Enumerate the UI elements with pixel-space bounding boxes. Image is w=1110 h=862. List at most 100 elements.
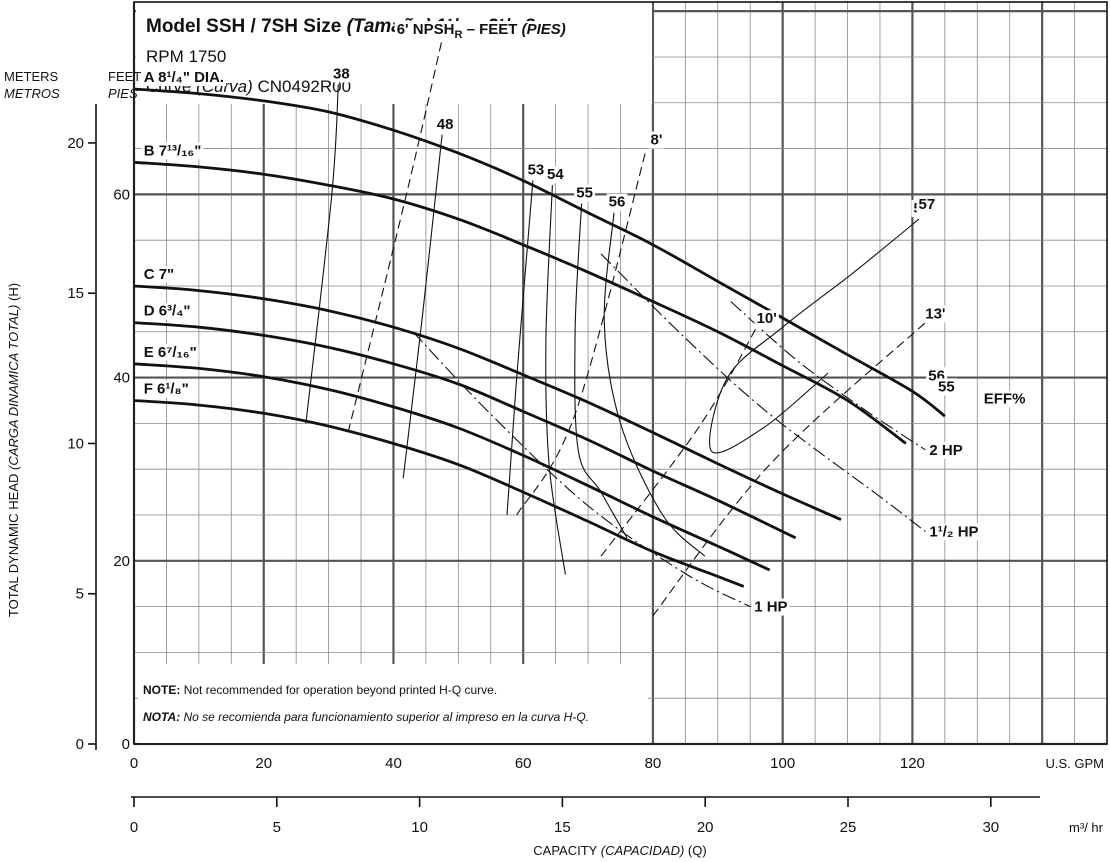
impeller-label-bg (141, 380, 191, 398)
gpm-tick-label: 100 (770, 755, 795, 772)
impeller-curve (133, 284, 842, 521)
hp-label: 1¹/₂ HP (929, 523, 978, 540)
eff-marker-label: 55 (938, 378, 955, 395)
hp-label: 2 HP (929, 442, 962, 459)
curve-labels: A 8¹/₄" DIA. B 7¹³/₁₆" C 7" D 6³/₄" E 6⁷/₁₆"… (141, 21, 1028, 616)
efficiency-label-bg (434, 115, 456, 133)
hp-curves (412, 253, 926, 608)
meters-tick-label: 5 (76, 586, 84, 603)
efficiency-label-bg (525, 161, 547, 179)
gpm-unit: U.S. GPM (1045, 756, 1104, 771)
impeller-label: E 6⁷/₁₆" (144, 344, 197, 361)
note-en: NOTE: Not recommended for operation beyo… (143, 683, 497, 697)
efficiency-curve (506, 180, 534, 516)
npsh-marker-bg (923, 305, 948, 323)
meters-axis-title-es: METROS (4, 86, 60, 101)
m3h-unit: m³/ hr (1069, 820, 1104, 835)
meters-tick-label: 0 (76, 736, 84, 753)
gpm-tick-label: 0 (130, 755, 138, 772)
impeller-curves (133, 87, 946, 588)
npsh-curve (600, 326, 758, 557)
gpm-tick-label: 80 (645, 755, 662, 772)
eff-marker-label-bg (916, 196, 938, 214)
feet-tick-label: 20 (113, 553, 130, 570)
m3h-tick-label: 0 (130, 819, 138, 836)
hp-curve (600, 253, 926, 532)
impeller-label: C 7" (144, 266, 174, 283)
hp-label-bg (927, 523, 981, 541)
efficiency-curve (709, 218, 920, 454)
impeller-curve (133, 362, 771, 572)
meters-tick-label: 15 (67, 285, 84, 302)
npsh-marker: 8' (650, 132, 662, 149)
impeller-label: B 7¹³/₁₆" (144, 142, 202, 159)
npsh-curves (347, 24, 926, 617)
impeller-curve (133, 87, 946, 418)
efficiency-label: 38 (333, 65, 350, 82)
efficiency-curve (305, 84, 339, 424)
hp-label-bg (752, 598, 790, 616)
npsh-title-bg (394, 21, 568, 42)
gpm-tick-label: 40 (385, 755, 402, 772)
impeller-curve (133, 321, 797, 540)
m3h-tick-label: 15 (554, 819, 571, 836)
feet-axis-title: FEET (108, 69, 141, 84)
npsh-marker: 10' (757, 310, 777, 327)
x-axis-title: CAPACITY (CAPACIDAD) (Q) (533, 843, 706, 858)
feet-axis-title-es: PIES (108, 86, 138, 101)
eff-percent-label: EFF% (984, 390, 1026, 407)
rpm-label: RPM 1750 (146, 47, 226, 66)
m3h-tick-label: 30 (982, 819, 999, 836)
efficiency-label: 55 (576, 185, 593, 202)
efficiency-label-bg (574, 184, 595, 202)
note-box: NOTE: Not recommended for operation beyo… (138, 664, 648, 743)
y-axis-title: TOTAL DYNAMIC HEAD (CARGA DINAMICA TOTAL… (6, 283, 21, 617)
hp-label: 1 HP (754, 599, 787, 616)
efficiency-curve (402, 134, 443, 479)
efficiency-label: 56 (609, 194, 626, 211)
impeller-label: A 8¹/₄" DIA. (144, 69, 224, 86)
impeller-label: F 6¹/₈" (144, 380, 189, 397)
m3h-tick-label: 20 (697, 819, 714, 836)
m3h-axis: 0 5 10 15 20 25 30 (130, 796, 1040, 836)
npsh-marker-bg (648, 131, 665, 149)
npsh-curve (347, 24, 446, 433)
npsh-marker-bg (754, 310, 779, 328)
impeller-label-bg (141, 265, 177, 283)
gpm-axis: 0 20 40 60 80 100 120 (130, 755, 925, 772)
note-es: NOTA: No se recomienda para funcionamien… (143, 710, 589, 724)
feet-axis: FEET PIES 0 20 40 60 (108, 69, 141, 753)
efficiency-label: 53 (528, 162, 545, 179)
impeller-curve (133, 399, 745, 588)
plot-border (133, 1, 1108, 745)
meters-axis-title: METERS (4, 69, 59, 84)
npsh-title: 6' NPSHR – FEET (PIES) (397, 21, 566, 41)
m3h-tick-label: 5 (273, 819, 281, 836)
impeller-label-bg (141, 69, 227, 87)
efficiency-curve (545, 185, 566, 575)
feet-tick-label: 40 (113, 370, 130, 387)
feet-tick-label: 60 (113, 186, 130, 203)
eff-percent-label-bg (981, 390, 1028, 408)
efficiency-label-bg (606, 193, 628, 211)
impeller-label-bg (141, 302, 193, 320)
efficiency-label: 48 (437, 116, 454, 133)
eff-marker-label: 57 (919, 196, 936, 213)
efficiency-label: 54 (547, 166, 564, 183)
eff-marker-label-bg (936, 378, 957, 396)
m3h-tick-label: 25 (840, 819, 857, 836)
meters-axis: METERS METROS 0 5 10 15 20 (4, 69, 97, 753)
npsh-curve (652, 322, 926, 617)
gpm-tick-label: 20 (255, 755, 272, 772)
npsh-marker: 13' (925, 306, 945, 323)
efficiency-curve (574, 203, 628, 539)
meters-tick-label: 20 (67, 135, 84, 152)
grid (132, 2, 1108, 746)
impeller-curve (133, 160, 907, 445)
m3h-tick-label: 10 (411, 819, 428, 836)
impeller-label-bg (141, 142, 204, 160)
gpm-tick-label: 120 (900, 755, 925, 772)
efficiency-label-bg (545, 166, 567, 184)
npsh-curve (516, 148, 647, 516)
